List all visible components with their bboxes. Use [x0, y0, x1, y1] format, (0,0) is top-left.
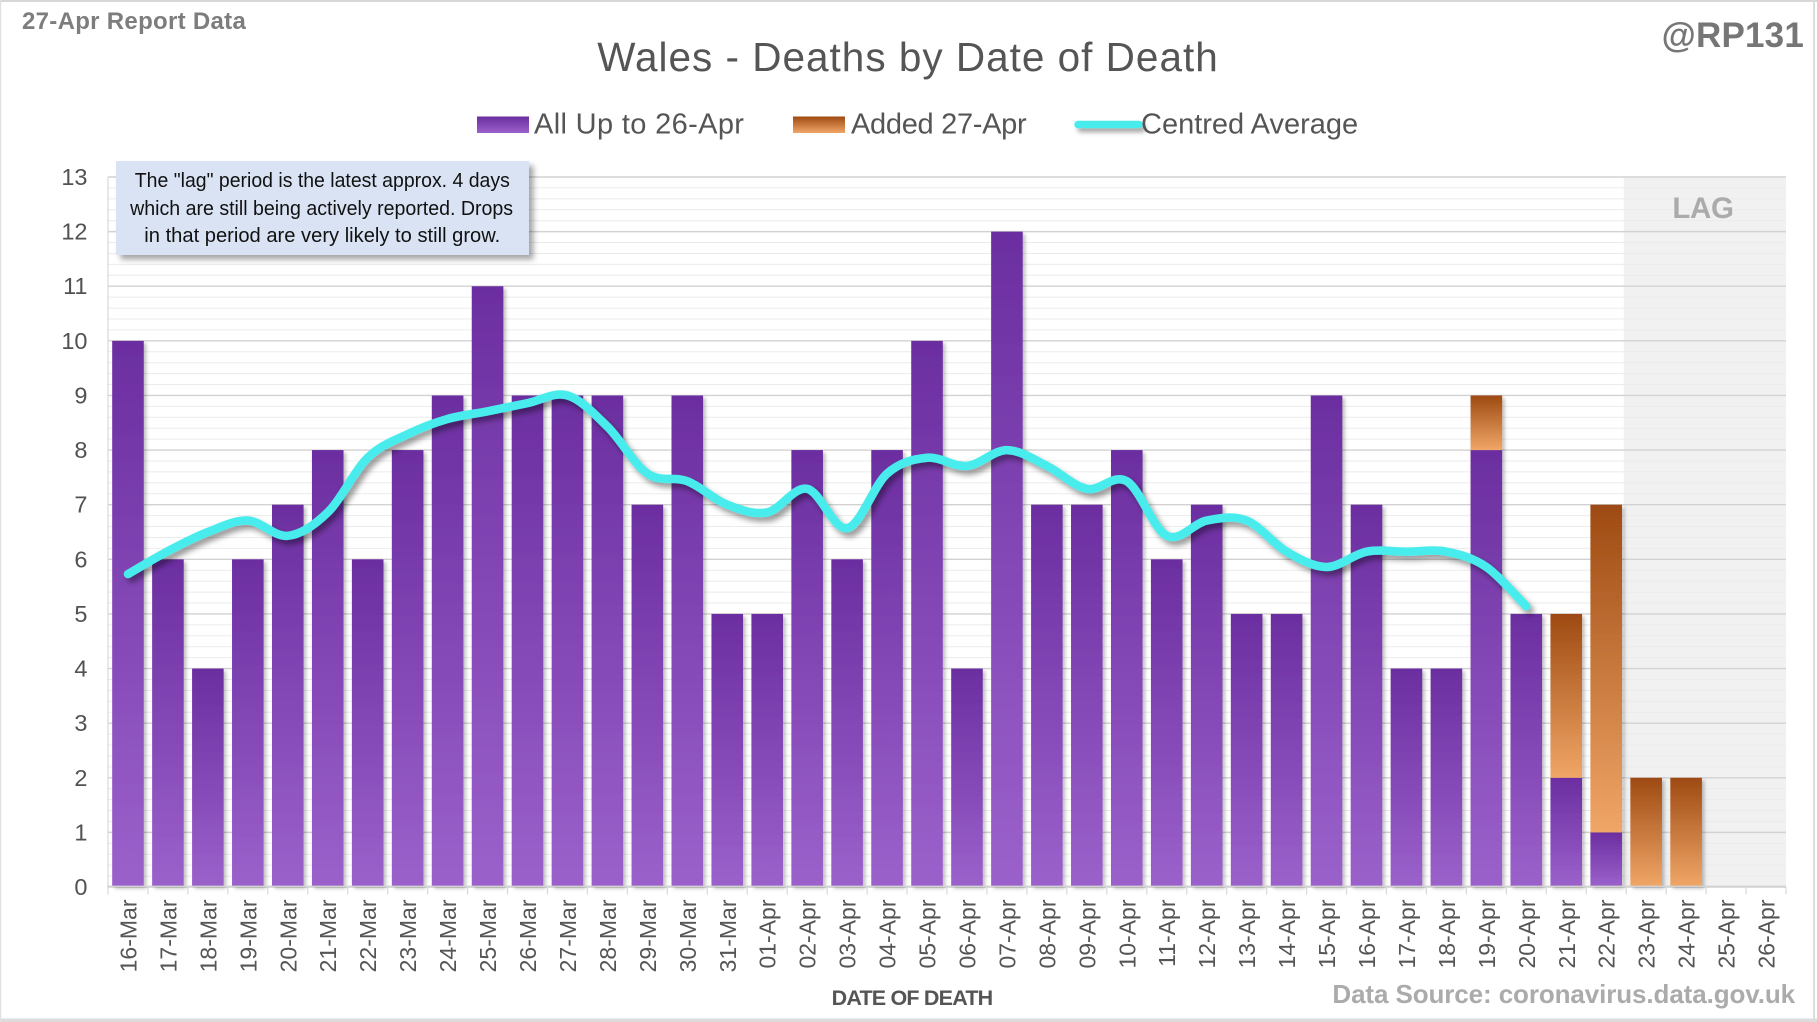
svg-text:Wales - Deaths by Date of Deat: Wales - Deaths by Date of Death — [597, 34, 1219, 80]
svg-text:10: 10 — [61, 328, 87, 354]
svg-text:07-Apr: 07-Apr — [994, 899, 1020, 968]
svg-text:@RP131: @RP131 — [1662, 16, 1804, 55]
svg-text:26-Mar: 26-Mar — [515, 899, 541, 972]
svg-text:06-Apr: 06-Apr — [954, 899, 980, 968]
svg-text:15-Apr: 15-Apr — [1314, 899, 1340, 968]
svg-text:Added 27-Apr: Added 27-Apr — [851, 109, 1027, 141]
svg-text:09-Apr: 09-Apr — [1074, 899, 1100, 968]
svg-text:21-Mar: 21-Mar — [315, 899, 341, 972]
svg-text:11: 11 — [63, 273, 87, 299]
svg-text:5: 5 — [74, 601, 87, 627]
svg-text:30-Mar: 30-Mar — [675, 899, 701, 972]
svg-text:6: 6 — [74, 546, 87, 572]
svg-text:02-Apr: 02-Apr — [795, 899, 821, 968]
svg-text:All Up to 26-Apr: All Up to 26-Apr — [534, 109, 744, 141]
svg-text:9: 9 — [74, 383, 87, 409]
svg-text:31-Mar: 31-Mar — [715, 899, 741, 972]
svg-text:in that period are very likely: in that period are very likely to still … — [144, 225, 500, 247]
svg-text:4: 4 — [74, 656, 87, 682]
svg-text:Centred Average: Centred Average — [1141, 109, 1358, 141]
svg-text:13: 13 — [61, 164, 87, 190]
svg-text:17-Mar: 17-Mar — [155, 899, 181, 972]
svg-text:24-Apr: 24-Apr — [1674, 899, 1700, 968]
svg-text:13-Apr: 13-Apr — [1234, 899, 1260, 968]
svg-text:12-Apr: 12-Apr — [1194, 899, 1220, 968]
svg-text:27-Mar: 27-Mar — [555, 899, 581, 972]
svg-text:17-Apr: 17-Apr — [1394, 899, 1420, 968]
svg-text:8: 8 — [74, 437, 87, 463]
svg-text:Data Source: coronavirus.data.: Data Source: coronavirus.data.gov.uk — [1332, 979, 1795, 1009]
svg-text:28-Mar: 28-Mar — [595, 899, 621, 972]
svg-text:25-Mar: 25-Mar — [475, 899, 501, 972]
svg-text:01-Apr: 01-Apr — [755, 899, 781, 968]
svg-text:16-Mar: 16-Mar — [115, 899, 141, 972]
svg-text:2: 2 — [74, 765, 87, 791]
svg-text:20-Apr: 20-Apr — [1514, 899, 1540, 968]
svg-text:LAG: LAG — [1672, 192, 1733, 225]
svg-text:11-Apr: 11-Apr — [1154, 899, 1180, 967]
svg-text:12: 12 — [61, 219, 87, 245]
svg-text:19-Mar: 19-Mar — [235, 899, 261, 972]
svg-text:0: 0 — [74, 874, 87, 900]
svg-text:3: 3 — [74, 710, 87, 736]
svg-text:1: 1 — [74, 819, 87, 845]
svg-text:18-Apr: 18-Apr — [1434, 899, 1460, 968]
svg-text:23-Apr: 23-Apr — [1634, 899, 1660, 968]
svg-text:08-Apr: 08-Apr — [1034, 899, 1060, 968]
svg-text:7: 7 — [74, 492, 87, 518]
svg-text:24-Mar: 24-Mar — [435, 899, 461, 972]
svg-text:20-Mar: 20-Mar — [275, 899, 301, 972]
svg-text:26-Apr: 26-Apr — [1754, 899, 1780, 968]
svg-text:14-Apr: 14-Apr — [1274, 899, 1300, 968]
svg-text:19-Apr: 19-Apr — [1474, 899, 1500, 968]
svg-text:23-Mar: 23-Mar — [395, 899, 421, 972]
svg-text:05-Apr: 05-Apr — [915, 899, 941, 968]
svg-text:10-Apr: 10-Apr — [1114, 899, 1140, 968]
svg-text:22-Mar: 22-Mar — [355, 899, 381, 972]
svg-text:25-Apr: 25-Apr — [1714, 899, 1740, 968]
svg-text:03-Apr: 03-Apr — [835, 899, 861, 968]
svg-text:29-Mar: 29-Mar — [635, 899, 661, 972]
svg-text:DATE OF DEATH: DATE OF DEATH — [832, 986, 993, 1010]
svg-text:21-Apr: 21-Apr — [1554, 899, 1580, 968]
svg-text:22-Apr: 22-Apr — [1594, 899, 1620, 968]
svg-text:27-Apr Report Data: 27-Apr Report Data — [22, 8, 246, 35]
svg-text:which are still being actively: which are still being actively reported.… — [129, 198, 513, 220]
svg-text:18-Mar: 18-Mar — [195, 899, 221, 972]
svg-text:16-Apr: 16-Apr — [1354, 899, 1380, 968]
svg-text:04-Apr: 04-Apr — [875, 899, 901, 968]
svg-text:The "lag" period is the latest: The "lag" period is the latest approx. 4… — [135, 170, 510, 192]
